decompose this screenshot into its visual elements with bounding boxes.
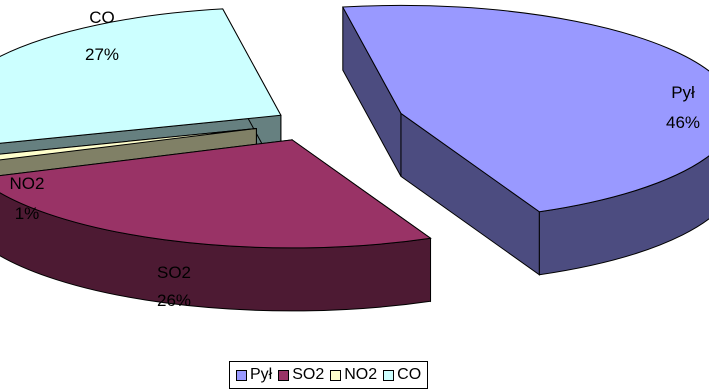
slice-so2 xyxy=(0,138,432,312)
data-label-pyl-name: Pył xyxy=(671,83,695,102)
slice-co-top xyxy=(0,8,282,144)
legend-swatch-no2 xyxy=(330,369,342,381)
data-label-co-percent: 27% xyxy=(85,45,119,64)
legend-swatch-so2 xyxy=(278,369,290,381)
slice-no2-top xyxy=(0,128,257,161)
data-label-no2-name: NO2 xyxy=(10,174,45,193)
data-label-so2-percent: 26% xyxy=(157,291,191,310)
data-label-so2-name: SO2 xyxy=(157,263,191,282)
data-label-pyl-percent: 46% xyxy=(666,113,700,132)
legend-item-no2: NO2 xyxy=(330,367,377,383)
chart-legend: Pył SO2 NO2 CO xyxy=(229,361,429,389)
legend-label-co: CO xyxy=(397,366,422,383)
slice-labels: Pył 46% SO2 26% NO2 1% CO 27% xyxy=(10,8,701,310)
slice-pyl-top xyxy=(341,4,709,213)
data-label-no2-percent: 1% xyxy=(15,204,40,223)
legend-swatch-co xyxy=(383,369,395,381)
legend-item-so2: SO2 xyxy=(278,367,324,383)
slice-so2-top xyxy=(0,139,432,249)
legend-label-pyl: Pył xyxy=(250,366,273,383)
legend-item-pyl: Pył xyxy=(236,367,272,383)
legend-swatch-pyl xyxy=(236,369,247,381)
slice-pyl xyxy=(341,4,709,276)
legend-item-co: CO xyxy=(383,367,421,383)
slice-sides xyxy=(0,4,709,312)
legend-label-no2: NO2 xyxy=(344,366,378,383)
slice-pyl-outer-face xyxy=(538,155,709,276)
legend-label-so2: SO2 xyxy=(292,366,325,383)
data-label-co-name: CO xyxy=(89,8,115,27)
